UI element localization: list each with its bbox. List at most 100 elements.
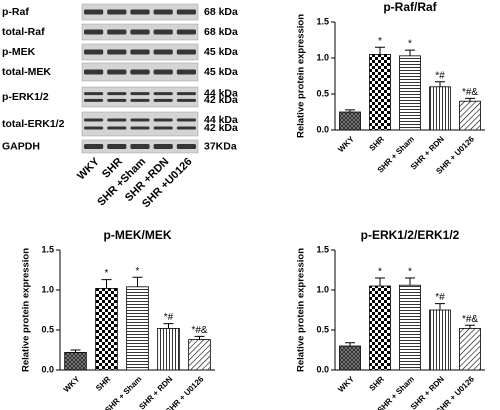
blot-kda-label: 68 kDa	[204, 26, 238, 38]
blot-kda-label: 68 kDa	[204, 6, 238, 18]
significance-label: *#&	[191, 325, 207, 336]
blot-band	[153, 126, 173, 130]
blot-kda-label: 44 kDa	[204, 87, 238, 99]
chart-title: p-Raf/Raf	[383, 0, 437, 14]
bar	[64, 351, 87, 371]
blot-band	[84, 69, 104, 75]
x-tick-label: SHR	[368, 134, 386, 152]
blot-band	[107, 49, 127, 55]
significance-label: *#	[435, 292, 445, 303]
blot-band	[84, 118, 104, 122]
y-tick-label: 1.0	[316, 284, 329, 294]
blot-kda-label: 45 kDa	[204, 46, 238, 58]
blot-row-label: p-ERK1/2	[2, 91, 49, 103]
blot-band	[84, 9, 104, 15]
blot-band	[107, 29, 127, 35]
y-tick-label: 1.5	[316, 16, 329, 26]
bar	[157, 327, 180, 371]
x-tick-label: WKY	[336, 374, 356, 394]
y-axis-label: Relative protein expression	[296, 248, 307, 372]
blot-band	[130, 49, 150, 55]
chart-title: p-MEK/MEK	[104, 228, 172, 242]
blot-row-label: GAPDH	[2, 140, 40, 152]
bar	[126, 286, 149, 371]
blot-band	[130, 29, 150, 35]
blot-band	[153, 9, 173, 15]
error-bar	[132, 276, 143, 287]
blot-band	[107, 92, 127, 96]
blot-band	[153, 49, 173, 55]
bar	[369, 54, 391, 131]
error-bar	[345, 342, 355, 346]
blot-kda-label: 44 kDa	[204, 114, 238, 126]
y-tick-label: 0.5	[316, 88, 329, 98]
blot-band	[176, 69, 196, 75]
error-bar	[163, 323, 174, 329]
error-bar	[465, 97, 475, 102]
blot-band	[130, 9, 150, 15]
blot-kda-label: 45 kDa	[204, 66, 238, 78]
blot-band	[107, 9, 127, 15]
blot-kda-label: 37KDa	[204, 140, 237, 152]
bar	[188, 339, 211, 371]
blot-band	[153, 29, 173, 35]
blot-band	[153, 118, 173, 122]
x-tick-label: WKY	[336, 134, 356, 154]
blot-band	[130, 69, 150, 75]
x-tick-label: SHR	[94, 374, 112, 392]
blot-band	[107, 69, 127, 75]
blot-band	[176, 144, 196, 149]
bar	[399, 284, 421, 371]
error-bar	[465, 324, 475, 329]
y-tick-label: 0.0	[316, 364, 329, 374]
y-tick-label: 1.5	[316, 244, 329, 254]
blot-strip	[81, 111, 199, 137]
blot-kda-label: 42 kDa	[204, 94, 238, 106]
blot-band	[176, 98, 196, 102]
blot-band	[176, 126, 196, 130]
x-tick-label: WKY	[62, 374, 82, 394]
significance-label: *	[408, 39, 412, 50]
bar	[429, 86, 451, 131]
significance-label: *#&	[462, 87, 478, 98]
significance-label: *	[378, 267, 382, 278]
blot-row-label: total-Raf	[2, 26, 45, 38]
blot-band	[153, 98, 173, 102]
error-bar	[375, 46, 385, 55]
blot-row-label: p-Raf	[2, 6, 29, 18]
error-bar	[435, 81, 445, 87]
error-bar	[101, 279, 112, 289]
y-axis-label: Relative protein expression	[21, 248, 32, 372]
blot-row-label: total-ERK1/2	[2, 118, 65, 130]
error-bar	[194, 335, 205, 340]
blot-band	[107, 98, 127, 102]
chart-title: p-ERK1/2/ERK1/2	[361, 228, 460, 242]
blot-band	[84, 49, 104, 55]
y-tick-label: 1.0	[41, 284, 54, 294]
y-tick-label: 0.5	[41, 324, 54, 334]
blot-band	[130, 126, 150, 130]
blot-band	[176, 92, 196, 96]
blot-band	[84, 98, 104, 102]
blot-row-label: p-MEK	[2, 46, 36, 58]
bar	[339, 345, 361, 371]
bar	[369, 285, 391, 371]
error-bar	[435, 303, 445, 310]
blot-band	[84, 92, 104, 96]
blot-band	[84, 126, 104, 130]
blot-band	[153, 92, 173, 96]
y-tick-label: 0.5	[316, 324, 329, 334]
bar	[429, 309, 451, 371]
blot-band	[153, 144, 173, 149]
significance-label: *	[408, 267, 412, 278]
blot-band	[107, 144, 127, 149]
significance-label: *#	[164, 312, 174, 323]
blot-band	[130, 144, 150, 149]
error-bar	[375, 277, 385, 286]
blot-band	[107, 126, 127, 130]
blot-band	[176, 29, 196, 35]
y-tick-label: 1.0	[316, 52, 329, 62]
bar	[339, 111, 361, 131]
x-tick-label: SHR	[368, 374, 386, 392]
error-bar	[405, 49, 415, 56]
